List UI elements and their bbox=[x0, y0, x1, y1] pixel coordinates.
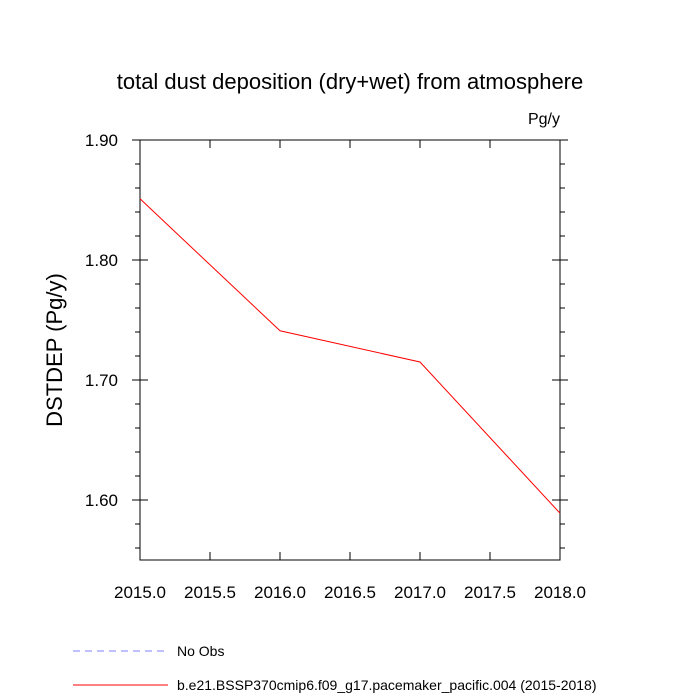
x-tick-label: 2015.5 bbox=[184, 583, 236, 602]
series-lines bbox=[139, 198, 561, 514]
chart-title: total dust deposition (dry+wet) from atm… bbox=[117, 69, 584, 94]
series-line bbox=[139, 198, 561, 514]
legend-label: No Obs bbox=[177, 643, 224, 659]
plot-frame bbox=[139, 139, 561, 561]
y-tick-label: 1.90 bbox=[85, 131, 118, 150]
x-tick-label: 2017.0 bbox=[394, 583, 446, 602]
axis-tick-labels: 2015.0 2015.5 2016.0 2016.5 2017.0 2017.5 2018… bbox=[85, 131, 586, 602]
x-tick-label: 2018.0 bbox=[534, 583, 586, 602]
x-tick-label: 2016.5 bbox=[324, 583, 376, 602]
x-tick-label: 2017.5 bbox=[464, 583, 516, 602]
x-tick-label: 2016.0 bbox=[254, 583, 306, 602]
y-axis-label: DSTDEP (Pg/y) bbox=[42, 273, 67, 427]
axis-ticks bbox=[132, 139, 568, 560]
y-tick-label: 1.70 bbox=[85, 371, 118, 390]
units-label: Pg/y bbox=[528, 111, 560, 128]
legend-label: b.e21.BSSP370cmip6.f09_g17.pacemaker_pac… bbox=[177, 677, 597, 693]
x-tick-label: 2015.0 bbox=[114, 583, 166, 602]
y-tick-label: 1.60 bbox=[85, 491, 118, 510]
y-tick-label: 1.80 bbox=[85, 251, 118, 270]
legend: No Obs b.e21.BSSP370cmip6.f09_g17.pacemak… bbox=[73, 643, 597, 693]
